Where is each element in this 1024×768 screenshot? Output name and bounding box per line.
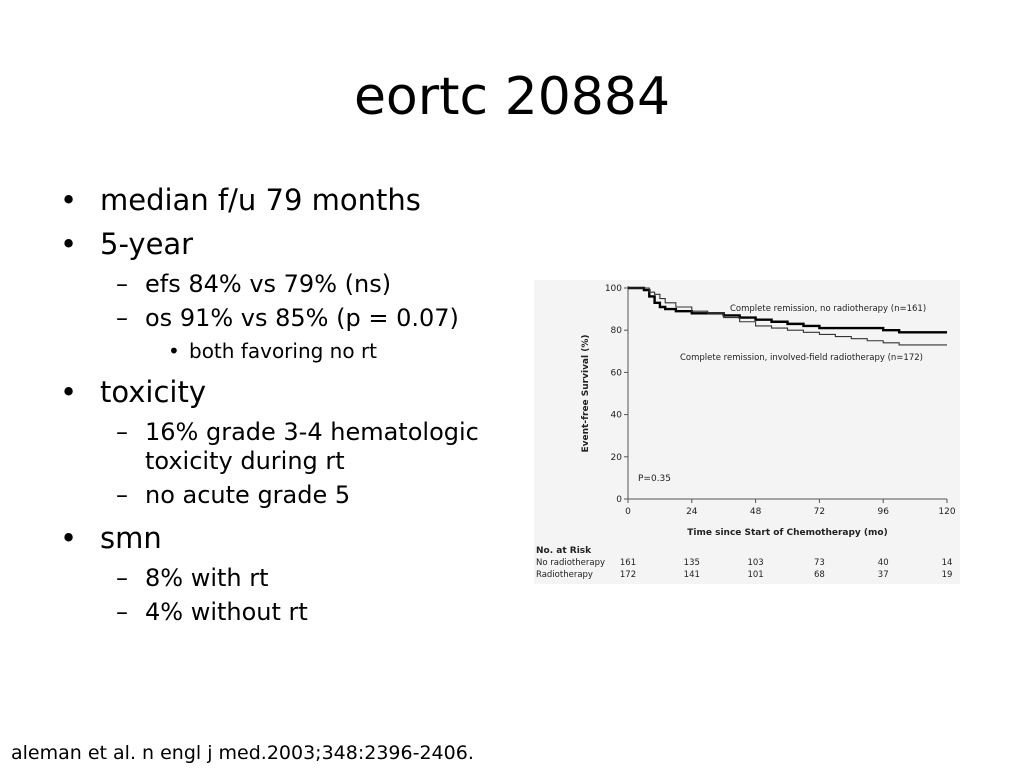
bullet-marker: •	[60, 183, 78, 217]
sub-bullet-item: –4% without rt	[58, 598, 518, 627]
bullet-text: 5-year	[100, 227, 194, 261]
dash-marker: –	[116, 564, 128, 592]
sub-bullet-item: –8% with rt	[58, 564, 518, 593]
bullet-marker: •	[60, 521, 78, 555]
x-axis-title: Time since Start of Chemotherapy (mo)	[687, 528, 887, 538]
dash-marker: –	[116, 304, 128, 332]
survival-chart: 0 20 40 60 80 100 0 24 48 72 96 120 Event-free Survi…	[536, 284, 956, 580]
risk-table-value: 101	[747, 570, 763, 580]
x-tick-label: 48	[750, 507, 762, 517]
dash-marker: –	[116, 270, 128, 298]
x-tick-label: 24	[686, 507, 698, 517]
sub-sub-bullet-text: both favoring no rt	[189, 339, 378, 363]
x-tick-label: 96	[877, 507, 889, 517]
sub-bullet-item: – no acute grade 5	[58, 481, 518, 510]
bullet-marker: •	[168, 339, 180, 363]
y-tick-label: 80	[611, 326, 623, 336]
y-axis-title: Event-free Survival (%)	[581, 335, 591, 453]
risk-table-value: 103	[747, 558, 763, 568]
x-tick-label: 0	[625, 507, 631, 517]
risk-table-value: 40	[878, 558, 889, 568]
p-value-annotation: P=0.35	[638, 474, 671, 484]
series-label-radiotherapy: Complete remission, involved-field radio…	[680, 353, 923, 363]
bullet-item: • median f/u 79 months	[58, 178, 518, 222]
sub-bullet-item: – efs 84% vs 79% (ns)	[58, 270, 518, 299]
dash-marker: –	[116, 418, 128, 446]
sub-bullet-text: efs 84% vs 79% (ns)	[145, 270, 392, 298]
kaplan-meier-figure: 0 20 40 60 80 100 0 24 48 72 96 120 Event-free Survi…	[534, 280, 960, 584]
sub-bullet-text: no acute grade 5	[145, 481, 351, 509]
slide-title: eortc 20884	[353, 67, 671, 127]
bullet-text: toxicity	[100, 375, 206, 409]
y-tick-label: 60	[611, 368, 623, 378]
risk-table-value: 14	[942, 558, 953, 568]
y-tick-label: 0	[616, 495, 622, 505]
dash-marker: –	[116, 481, 128, 509]
series-label-no-radiotherapy: Complete remission, no radiotherapy (n=1…	[730, 304, 926, 314]
bullet-item: • smn	[58, 516, 518, 560]
risk-table-row-label: Radiotherapy	[536, 570, 593, 580]
sub-bullet-text: 4% without rt	[145, 598, 308, 626]
risk-table-value: 68	[814, 570, 825, 580]
y-tick-label: 40	[611, 411, 623, 421]
sub-bullet-text: 8% with rt	[145, 564, 269, 592]
risk-table-value: 161	[620, 558, 636, 568]
y-tick-label: 20	[611, 453, 623, 463]
risk-table-value: 19	[942, 570, 953, 580]
risk-table-value: 141	[684, 570, 700, 580]
bullet-marker: •	[60, 375, 78, 409]
sub-bullet-item: –16% grade 3-4 hematologic toxicity duri…	[58, 418, 518, 476]
risk-table-value: 73	[814, 558, 825, 568]
survival-curve-1	[628, 287, 947, 346]
x-tick-label: 72	[814, 507, 825, 517]
sub-sub-bullet-item: • both favoring no rt	[58, 338, 518, 364]
risk-table-value: 172	[620, 570, 636, 580]
sub-bullet-text: os 91% vs 85% (p = 0.07)	[145, 304, 459, 332]
bullet-text: median f/u 79 months	[100, 183, 421, 217]
sub-bullet-item: – os 91% vs 85% (p = 0.07)	[58, 304, 518, 333]
bullet-text: smn	[100, 521, 162, 555]
bullet-item: • toxicity	[58, 370, 518, 414]
risk-table-value: 135	[684, 558, 700, 568]
bullet-list: • median f/u 79 months • 5-year – efs 84% v…	[58, 178, 518, 632]
risk-table-header: No. at Risk	[536, 546, 592, 556]
y-tick-label: 100	[605, 284, 622, 294]
bullet-marker: •	[60, 227, 78, 261]
bullet-item: • 5-year	[58, 222, 518, 266]
dash-marker: –	[116, 598, 128, 626]
x-tick-label: 120	[938, 507, 955, 517]
risk-table-value: 37	[878, 570, 889, 580]
citation: aleman et al. n engl j med.2003;348:2396…	[11, 742, 474, 764]
sub-bullet-text: 16% grade 3-4 hematologic toxicity durin…	[145, 418, 479, 475]
risk-table-row-label: No radiotherapy	[536, 558, 605, 568]
